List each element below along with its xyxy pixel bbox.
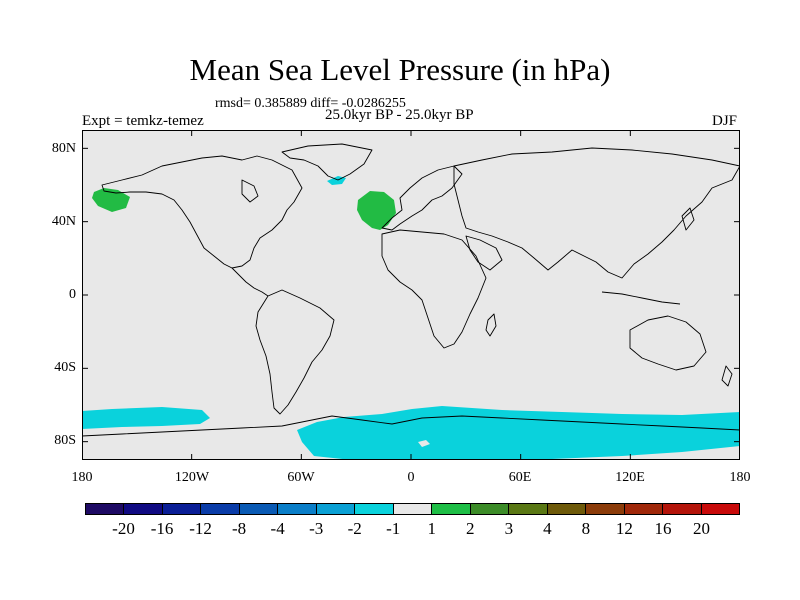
- coast-north-america: [101, 155, 303, 269]
- anomaly-north-atlantic: [357, 191, 396, 230]
- coast-africa: [381, 229, 487, 349]
- colorbar-label: -8: [232, 519, 247, 538]
- coast-antarctica: [82, 415, 740, 437]
- period-text: 25.0kyr BP - 25.0kyr BP: [325, 107, 474, 123]
- coast-hudson-bay: [241, 179, 259, 203]
- colorbar-box: [355, 504, 394, 514]
- colorbar-box: [509, 504, 548, 514]
- map-panel: [82, 130, 740, 460]
- y-tick-label: 40S: [54, 360, 76, 375]
- colorbar: [85, 503, 740, 515]
- x-tick-label: 60E: [508, 470, 532, 485]
- x-tick-label: 120E: [615, 470, 645, 485]
- colorbar-label: -12: [189, 519, 212, 538]
- coast-arabia: [465, 235, 503, 271]
- coast-asia: [453, 147, 740, 279]
- colorbar-box: [162, 504, 202, 514]
- y-tick-label: 80S: [54, 433, 76, 448]
- colorbar-label: 3: [504, 519, 514, 538]
- coast-indonesia: [601, 291, 681, 305]
- colorbar-box: [278, 504, 317, 514]
- colorbar-label: -20: [112, 519, 135, 538]
- colorbar-box: [393, 504, 433, 514]
- coast-new-zealand: [721, 365, 733, 387]
- colorbar-box: [663, 504, 702, 514]
- anomaly-antarctic-east: [297, 406, 740, 460]
- coast-greenland: [281, 143, 373, 181]
- coast-japan: [681, 207, 695, 231]
- colorbar-box: [86, 504, 125, 514]
- y-tick-label: 40N: [51, 214, 76, 229]
- x-tick-label: 0: [407, 470, 415, 485]
- season-label: DJF: [712, 113, 738, 129]
- colorbar-label: -16: [150, 519, 174, 538]
- x-tick-label: 60W: [287, 470, 315, 485]
- anomaly-layer: [82, 176, 740, 460]
- coast-madagascar: [485, 313, 497, 337]
- colorbar-box: [316, 504, 356, 514]
- stats-text: rmsd= 0.385889 diff= -0.0286255: [215, 96, 406, 111]
- colorbar-box: [239, 504, 279, 514]
- x-tick-label: 120W: [174, 470, 210, 485]
- colorbar-label: 2: [466, 519, 475, 538]
- colorbar-box: [201, 504, 240, 514]
- colorbar-box: [470, 504, 510, 514]
- anomaly-antarctic-west: [82, 407, 210, 429]
- colorbar-box: [547, 504, 587, 514]
- colorbar-box: [701, 504, 739, 514]
- colorbar-box: [432, 504, 471, 514]
- colorbar-box: [124, 504, 163, 514]
- colorbar-box: [624, 504, 664, 514]
- map-background: [82, 130, 740, 460]
- coast-europe: [381, 165, 463, 231]
- colorbar-label: -1: [386, 519, 401, 538]
- y-tick-label: 0: [69, 287, 76, 302]
- map-frame: [82, 130, 740, 460]
- map-title: Mean Sea Level Pressure (in hPa): [189, 52, 611, 87]
- anomaly-weddell-land: [418, 440, 430, 447]
- colorbar-label: 8: [581, 519, 591, 538]
- colorbar-label: -3: [309, 519, 324, 538]
- anomaly-north-pacific: [92, 188, 130, 212]
- coast-south-america: [255, 289, 335, 415]
- colorbar-box: [586, 504, 625, 514]
- experiment-label: Expt = temkz-temez: [82, 113, 204, 129]
- colorbar-label: 1: [427, 519, 437, 538]
- coastlines: [82, 143, 740, 437]
- coast-central-america: [231, 267, 269, 297]
- colorbar-label: 20: [692, 519, 710, 538]
- colorbar-label: 16: [654, 519, 672, 538]
- colorbar-label: -4: [270, 519, 285, 538]
- colorbar-label: 12: [615, 519, 633, 538]
- y-tick-label: 80N: [51, 141, 76, 156]
- x-tick-label: 180: [729, 470, 751, 485]
- colorbar-label: -2: [347, 519, 362, 538]
- x-tick-label: 180: [71, 470, 93, 485]
- colorbar-label: 4: [543, 519, 552, 538]
- coast-australia: [629, 315, 707, 371]
